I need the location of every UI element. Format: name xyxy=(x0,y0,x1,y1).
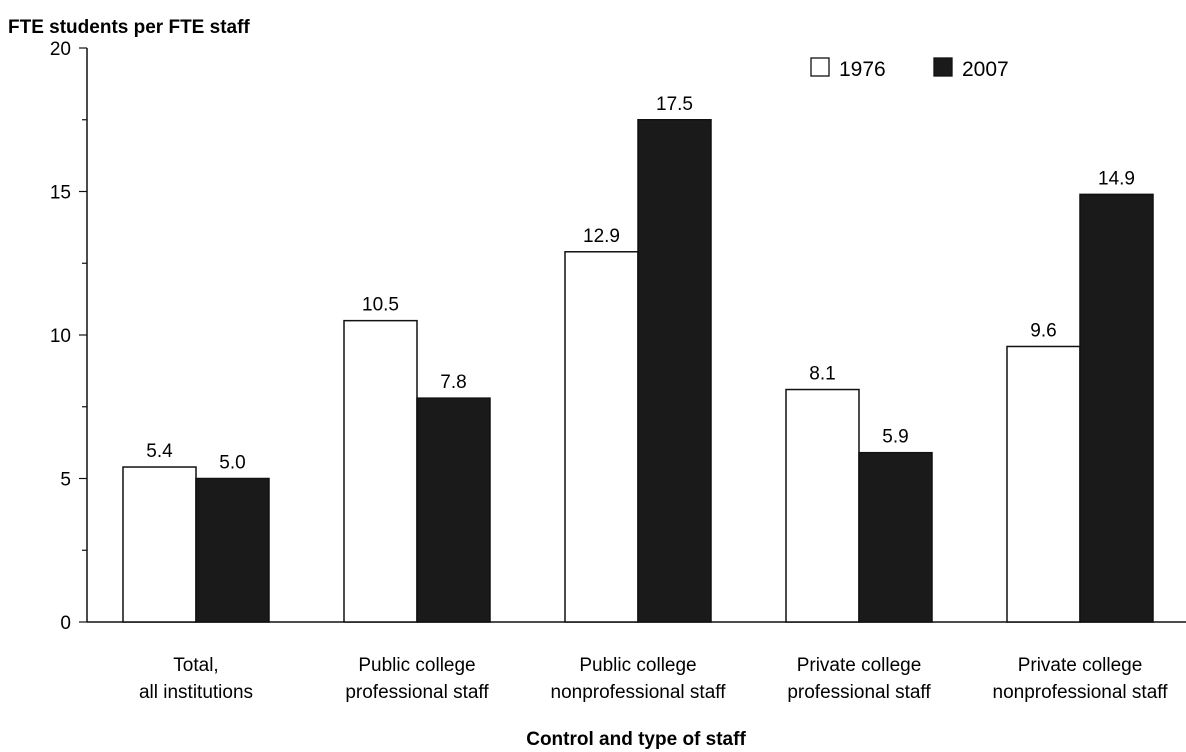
legend-label-2007: 2007 xyxy=(962,58,1009,81)
category-label: nonprofessional staff xyxy=(993,682,1169,703)
category-label: Private college xyxy=(1018,655,1143,676)
legend: 1976 2007 xyxy=(810,57,1009,81)
category-label: Public college xyxy=(579,655,696,676)
bar-1976-3 xyxy=(785,388,860,623)
legend-label-1976: 1976 xyxy=(839,58,886,81)
bars: 5.4 5.0 Total, all institutions 10.5 7.8 Publi… xyxy=(122,94,1169,703)
bar-2007-0 xyxy=(195,477,270,623)
category-label: nonprofessional staff xyxy=(551,682,727,703)
data-label: 12.9 xyxy=(583,226,620,247)
data-label: 9.6 xyxy=(1030,320,1056,341)
bar-2007-2 xyxy=(637,119,712,623)
bar-1976-1 xyxy=(343,319,418,623)
data-label: 5.0 xyxy=(219,453,245,474)
data-label: 7.8 xyxy=(440,372,466,393)
legend-swatch-2007 xyxy=(933,57,953,77)
data-label: 10.5 xyxy=(362,295,399,316)
category-label: Public college xyxy=(358,655,475,676)
bar-2007-1 xyxy=(416,397,491,623)
category-label: professional staff xyxy=(787,682,931,703)
category-label: Total, xyxy=(173,655,218,676)
y-tick-label: 10 xyxy=(50,326,71,347)
y-tick-label: 5 xyxy=(60,470,71,491)
data-label: 17.5 xyxy=(656,94,693,115)
category-label: Private college xyxy=(797,655,922,676)
data-label: 5.4 xyxy=(146,441,173,462)
bar-2007-4 xyxy=(1079,193,1154,623)
category-label: professional staff xyxy=(345,682,489,703)
data-label: 14.9 xyxy=(1098,168,1135,189)
bar-1976-0 xyxy=(122,466,197,623)
bar-1976-4 xyxy=(1006,345,1081,623)
y-axis-label: FTE students per FTE staff xyxy=(8,17,250,38)
y-tick-label: 20 xyxy=(50,39,71,60)
bar-1976-2 xyxy=(564,251,639,623)
data-label: 5.9 xyxy=(882,427,908,448)
y-tick-label: 15 xyxy=(50,183,71,204)
x-axis-label: Control and type of staff xyxy=(526,729,746,750)
data-label: 8.1 xyxy=(809,364,835,385)
legend-swatch-1976 xyxy=(810,57,830,77)
bar-2007-3 xyxy=(858,451,933,623)
category-label: all institutions xyxy=(139,682,253,703)
axes: 0 5 10 15 20 xyxy=(50,39,1186,634)
y-tick-label: 0 xyxy=(60,613,71,634)
